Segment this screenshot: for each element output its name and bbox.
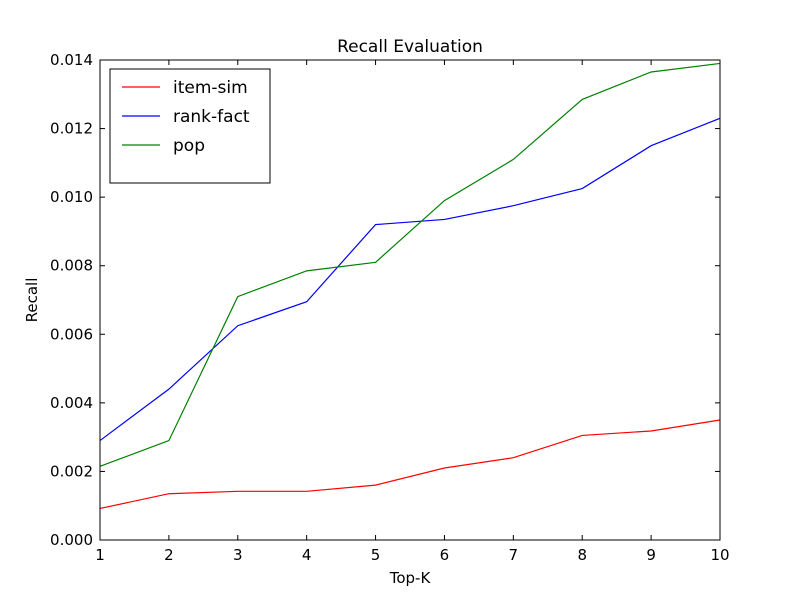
- series-line-pop: [99, 62, 721, 467]
- series-line-rank-fact: [99, 117, 721, 442]
- x-tick-label: 6: [440, 546, 450, 564]
- legend: item-sim rank-fact pop: [109, 68, 271, 184]
- y-tick-label: 0.010: [50, 188, 93, 206]
- legend-label-item-sim: item-sim: [173, 78, 248, 98]
- plot-frame: [99, 59, 721, 541]
- y-tick-label: 0.014: [50, 51, 93, 69]
- chart-title: Recall Evaluation: [337, 37, 483, 57]
- x-tick-label: 2: [164, 546, 174, 564]
- x-tick-label: 8: [577, 546, 587, 564]
- x-tick-label: 7: [509, 546, 519, 564]
- legend-label-rank-fact: rank-fact: [173, 107, 250, 127]
- x-tick-label: 5: [371, 546, 381, 564]
- y-tick-label: 0.012: [50, 120, 93, 138]
- x-tick-label: 10: [710, 546, 729, 564]
- y-axis-label: Recall: [23, 278, 41, 323]
- y-tick-label: 0.006: [50, 325, 93, 343]
- x-axis-label: Top-K: [389, 569, 432, 587]
- y-tick-label: 0.004: [50, 394, 93, 412]
- y-tick-label: 0.008: [50, 257, 93, 275]
- y-tick-label: 0.000: [50, 531, 93, 549]
- x-tick-label: 9: [646, 546, 656, 564]
- x-tick-label: 1: [95, 546, 105, 564]
- ticks-layer: 1 2 3 4 5 6 7 8 9 10 0.000 0.002 0.004 0.006 0.008 0.01…: [50, 51, 730, 564]
- series-line-item-sim: [99, 419, 721, 510]
- legend-box: [109, 68, 271, 184]
- legend-label-pop: pop: [173, 136, 205, 156]
- x-tick-label: 3: [233, 546, 243, 564]
- series-layer: [99, 62, 721, 510]
- y-tick-label: 0.002: [50, 462, 93, 480]
- x-tick-label: 4: [302, 546, 312, 564]
